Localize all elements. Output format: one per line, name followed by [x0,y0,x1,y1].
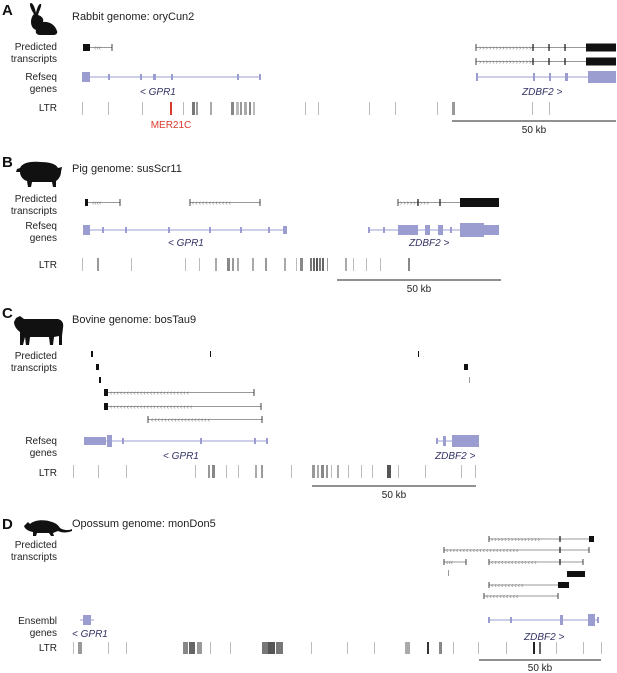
scale-label: 50 kb [528,663,553,673]
scale-label: 50 kb [407,284,432,295]
refseq-label-line2: genes [30,448,57,459]
ensembl-label-line2: genes [30,628,57,639]
refseq-gene-track: < GPR1 ZDBF2 > [82,71,616,98]
ensembl-label-line1: Ensembl [18,616,57,627]
strand-arrows: ›››››››››››››››› [479,59,532,66]
svg-text:‹‹‹‹‹‹‹‹‹‹‹‹‹‹: ‹‹‹‹‹‹‹‹‹‹‹‹‹‹ [491,560,538,567]
predicted-transcript-track: ‹‹‹ ›››››››››››››››› ›››››››››››››››› [83,43,616,66]
predicted-transcript-track: ‹‹‹‹ ‹‹‹‹‹‹‹‹‹‹‹‹ ››››››››› [85,198,499,207]
predicted-label-line2: transcripts [11,363,57,374]
refseq-label-line1: Refseq [25,221,57,232]
scale-label: 50 kb [382,490,407,501]
ltr-track [73,465,476,478]
predicted-label-line1: Predicted [15,540,57,551]
predicted-label-line2: transcripts [11,206,57,217]
panel-letter: D [2,516,13,533]
svg-text:‹‹‹‹‹‹‹‹‹‹‹‹‹‹‹‹‹‹‹‹‹‹‹‹‹: ‹‹‹‹‹‹‹‹‹‹‹‹‹‹‹‹‹‹‹‹‹‹‹‹‹ [110,404,193,411]
panel-b: B Pig genome: susScr11 Predicted transcr… [2,154,501,295]
gene-exon [82,72,90,82]
opossum-icon [24,520,72,536]
svg-text:‹‹‹‹‹‹‹‹‹‹: ‹‹‹‹‹‹‹‹‹‹ [491,583,524,590]
svg-text:‹‹‹‹: ‹‹‹‹ [92,200,102,207]
svg-text:‹‹‹‹‹‹‹‹‹‹: ‹‹‹‹‹‹‹‹‹‹ [486,594,519,601]
ltr-label: LTR [39,103,57,114]
genome-title: Rabbit genome: oryCun2 [72,11,194,23]
panel-letter: C [2,305,13,322]
gene-label-gpr1: < GPR1 [140,87,176,98]
ltr-track [73,642,602,654]
genome-title: Pig genome: susScr11 [72,163,182,175]
scale-bar: 50 kb [479,659,601,673]
predicted-label-line1: Predicted [15,351,57,362]
gene-label-zdbf2: ZDBF2 > [408,238,449,249]
predicted-transcript-track: ››››››››››››››› ‹‹‹‹‹‹‹‹‹‹‹‹‹‹‹‹‹‹‹‹‹‹ ‹… [443,536,594,601]
gene-exon [588,71,616,83]
transcript-exon [586,43,616,52]
panel-d: D Opossum genome: monDon5 Predicted tran… [2,516,602,673]
scale-bar: 50 kb [312,485,476,501]
predicted-label-line2: transcripts [11,54,57,65]
svg-text:‹‹‹‹‹‹‹‹‹‹‹‹: ‹‹‹‹‹‹‹‹‹‹‹‹ [192,200,232,207]
strand-arrows: ›››››››››››››››› [479,45,532,52]
strand-arrows: ‹‹‹ [94,45,102,52]
ltr-label: LTR [39,643,57,654]
rabbit-icon [30,3,58,35]
gene-label-gpr1: < GPR1 [72,629,108,640]
ltr-label: LTR [39,260,57,271]
genome-title: Bovine genome: bosTau9 [72,314,196,326]
refseq-label-line2: genes [30,84,57,95]
panel-c: C Bovine genome: bosTau9 Predicted trans… [2,305,479,501]
panel-letter: B [2,154,13,171]
svg-text:‹‹‹‹‹‹‹‹‹‹‹‹‹‹‹‹‹‹‹‹‹‹: ‹‹‹‹‹‹‹‹‹‹‹‹‹‹‹‹‹‹‹‹‹‹ [446,548,519,555]
refseq-label-line1: Refseq [25,436,57,447]
genome-title: Opossum genome: monDon5 [72,518,216,530]
svg-text:‹‹‹: ‹‹‹ [446,560,454,567]
gene-label-zdbf2: ZDBF2 > [434,451,475,462]
predicted-transcript-track: ‹‹‹‹‹‹‹‹‹‹‹‹‹‹‹‹‹‹‹‹‹‹‹‹ ‹‹‹‹‹‹‹‹‹‹‹‹‹‹‹… [91,351,470,424]
transcript-exon [83,44,90,51]
predicted-label-line1: Predicted [15,194,57,205]
svg-text:‹‹‹‹‹‹‹‹‹‹‹‹‹‹‹‹‹‹: ‹‹‹‹‹‹‹‹‹‹‹‹‹‹‹‹‹‹ [151,417,211,424]
refseq-gene-track: < GPR1 ZDBF2 > [84,435,479,462]
panel-letter: A [2,2,13,19]
gene-label-gpr1: < GPR1 [168,238,204,249]
svg-text:›››››››››››››››: ››››››››››››››› [491,537,541,544]
transcript-exon [586,57,616,66]
predicted-label-line2: transcripts [11,552,57,563]
ensembl-gene-track: < GPR1 ZDBF2 > [72,614,599,643]
ltr-label: LTR [39,468,57,479]
gene-label-gpr1: < GPR1 [163,451,199,462]
gene-label-zdbf2: ZDBF2 > [523,632,564,643]
refseq-label-line2: genes [30,233,57,244]
gene-label-zdbf2: ZDBF2 > [521,87,562,98]
ltr-track [82,258,410,271]
scale-label: 50 kb [522,125,547,136]
ltr-track [82,102,550,115]
panel-a: A Rabbit genome: oryCun2 Predicted trans… [2,2,616,136]
refseq-gene-track: < GPR1 ZDBF2 > [83,223,499,249]
mer21c-element [170,102,172,115]
scale-bar: 50 kb [452,120,616,136]
refseq-label-line1: Refseq [25,72,57,83]
pig-icon [16,161,62,187]
cow-icon [14,316,64,345]
predicted-label-line1: Predicted [15,42,57,53]
mer21c-label: MER21C [151,120,192,131]
scale-bar: 50 kb [337,279,501,295]
svg-text:›››››››››: ››››››››› [400,200,430,207]
svg-text:‹‹‹‹‹‹‹‹‹‹‹‹‹‹‹‹‹‹‹‹‹‹‹‹: ‹‹‹‹‹‹‹‹‹‹‹‹‹‹‹‹‹‹‹‹‹‹‹‹ [110,390,190,397]
